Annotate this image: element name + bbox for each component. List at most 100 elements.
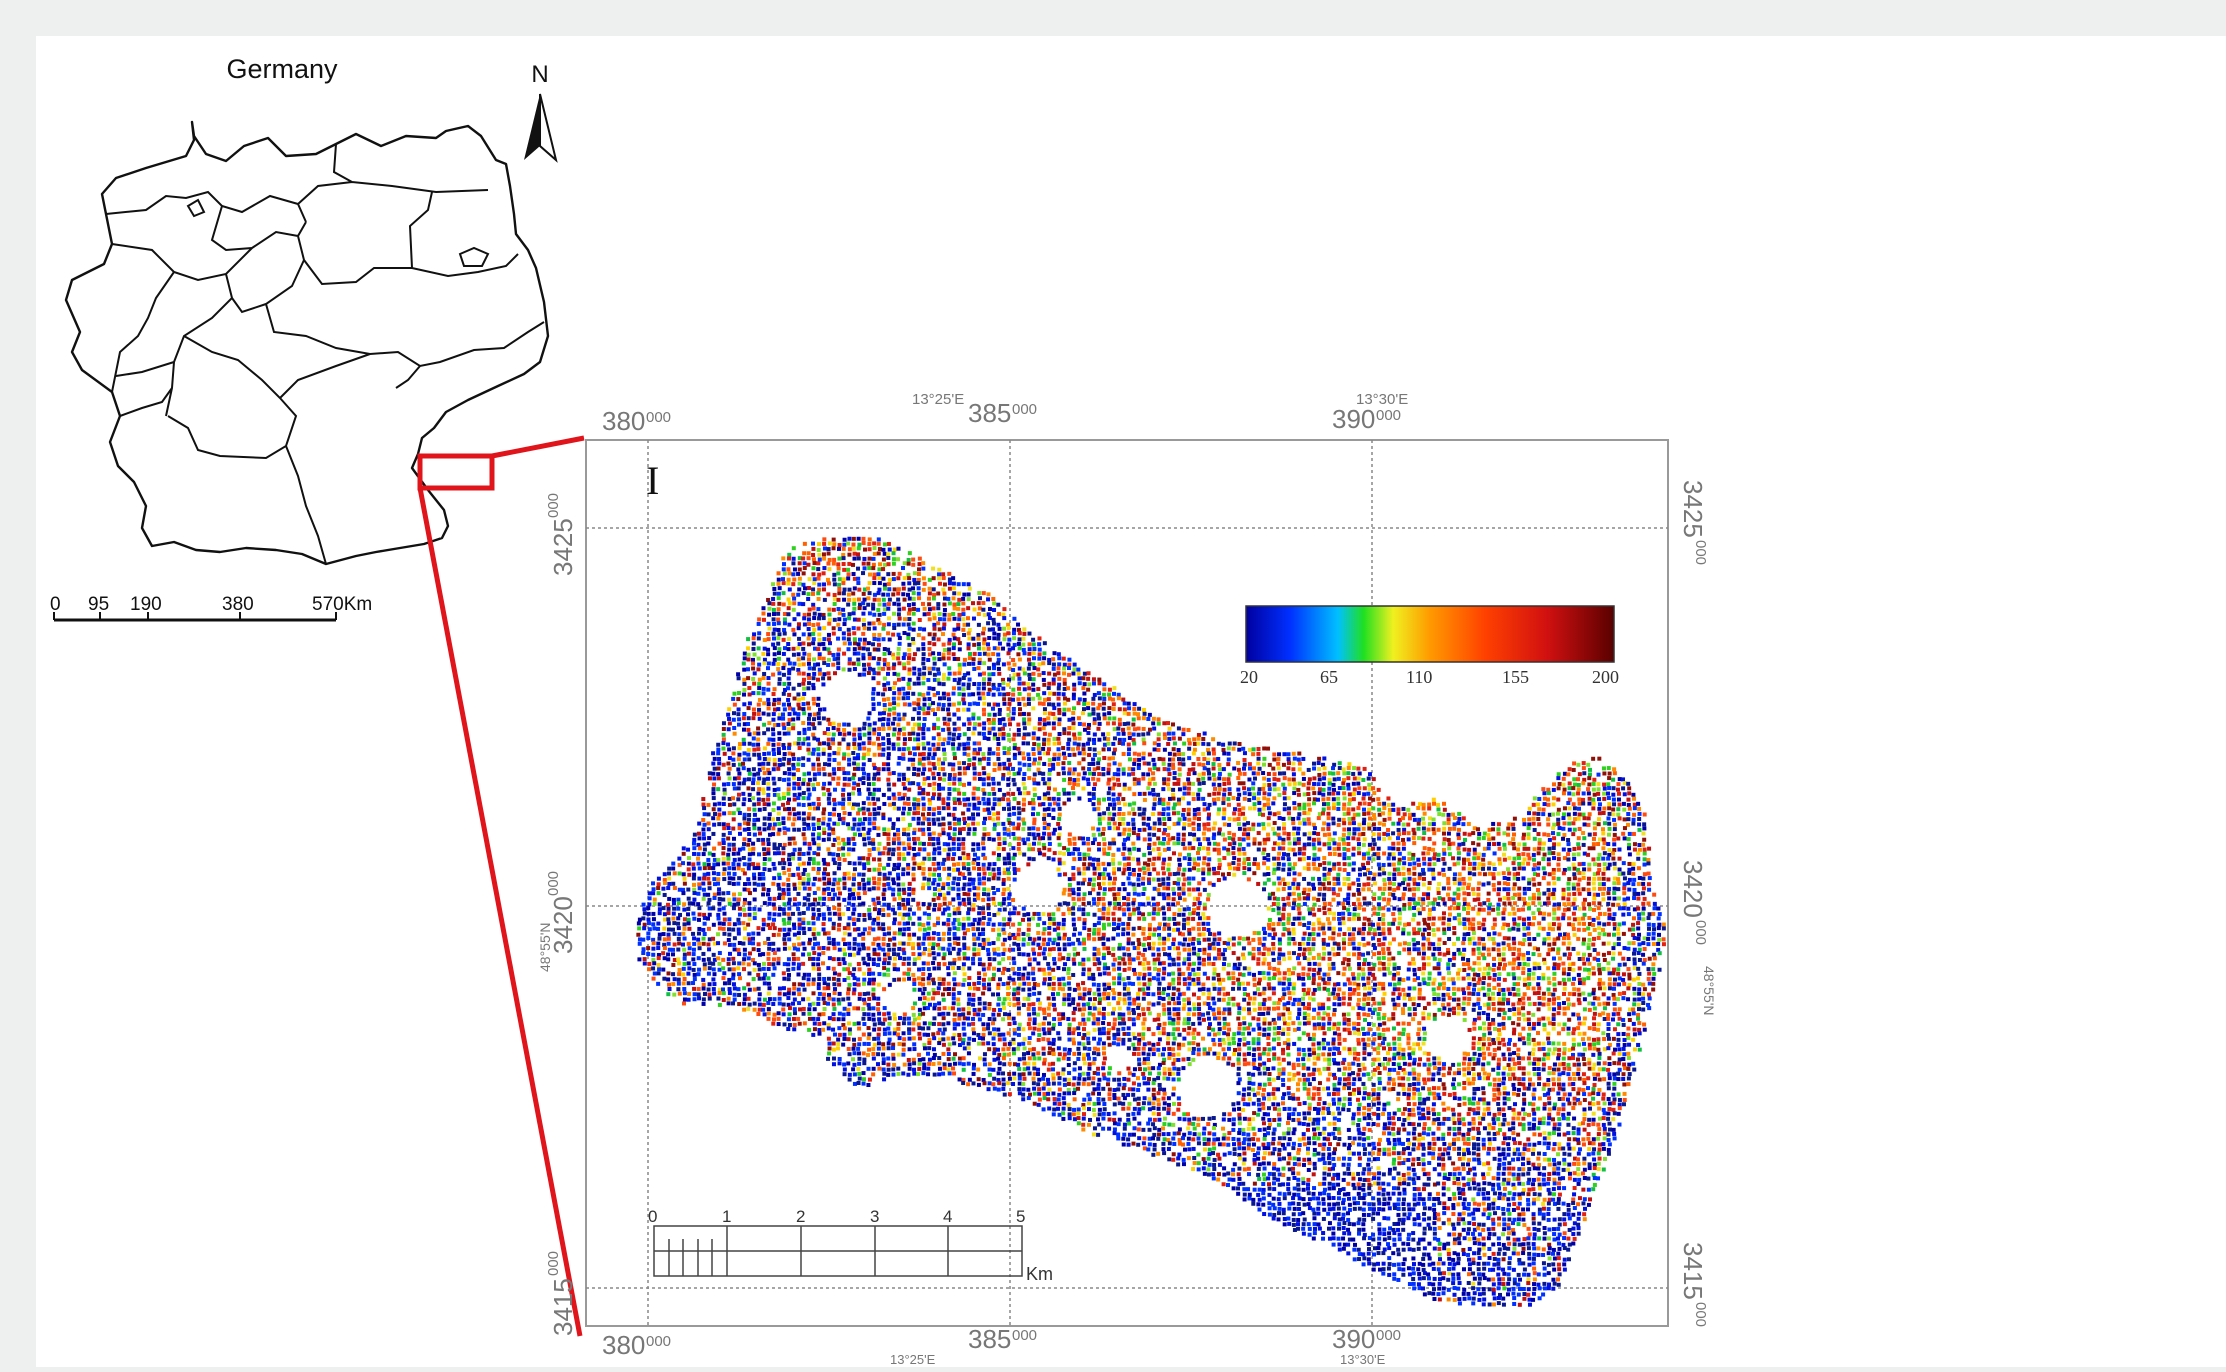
raster-pixel [947, 792, 951, 796]
raster-pixel [798, 577, 802, 581]
raster-pixel [907, 558, 911, 562]
raster-pixel [832, 632, 836, 636]
raster-pixel [1287, 836, 1291, 840]
raster-pixel [1197, 827, 1201, 831]
raster-pixel [961, 811, 965, 815]
raster-pixel [1153, 797, 1157, 801]
raster-pixel [1597, 807, 1601, 811]
raster-pixel [1292, 752, 1296, 756]
raster-pixel [766, 782, 770, 786]
raster-pixel [1142, 741, 1146, 745]
raster-pixel [1071, 717, 1075, 721]
raster-pixel [948, 773, 952, 777]
raster-pixel [1431, 848, 1435, 852]
raster-pixel [767, 842, 771, 846]
raster-pixel [777, 812, 781, 816]
raster-pixel [1112, 707, 1116, 711]
raster-pixel [862, 618, 866, 622]
raster-pixel [1607, 822, 1611, 826]
inset-scale-label: 380 [222, 594, 254, 615]
raster-pixel [1018, 851, 1022, 855]
raster-pixel [1062, 657, 1066, 661]
raster-pixel [1537, 847, 1541, 851]
raster-pixel [1086, 742, 1090, 746]
raster-pixel [952, 837, 956, 841]
raster-pixel [1261, 851, 1265, 855]
raster-pixel [727, 747, 731, 751]
raster-pixel [1252, 862, 1256, 866]
raster-pixel [698, 846, 702, 850]
raster-pixel [762, 781, 766, 785]
raster-pixel [908, 846, 912, 850]
raster-pixel [902, 777, 906, 781]
raster-pixel [981, 841, 985, 845]
raster-pixel [792, 772, 796, 776]
raster-pixel [1477, 852, 1481, 856]
raster-pixel [1078, 751, 1082, 755]
raster-pixel [732, 866, 736, 870]
raster-pixel [833, 597, 837, 601]
raster-pixel [853, 652, 857, 656]
raster-pixel [862, 726, 866, 730]
raster-pixel [1527, 822, 1531, 826]
raster-pixel [1086, 837, 1090, 841]
raster-pixel [766, 727, 770, 731]
raster-pixel [822, 657, 826, 661]
raster-pixel [828, 558, 832, 562]
raster-pixel [1062, 801, 1066, 805]
raster-pixel [917, 586, 921, 590]
raster-pixel [906, 696, 910, 700]
raster-pixel [1012, 812, 1016, 816]
raster-pixel [1122, 842, 1126, 846]
raster-pixel [958, 663, 962, 667]
raster-pixel [951, 763, 955, 767]
raster-pixel [1237, 822, 1241, 826]
raster-pixel [976, 847, 980, 851]
raster-pixel [852, 742, 856, 746]
raster-pixel [817, 847, 821, 851]
raster-pixel [882, 717, 886, 721]
raster-pixel [1173, 802, 1177, 806]
raster-pixel [1008, 821, 1012, 825]
raster-pixel [827, 676, 831, 680]
raster-pixel [932, 782, 936, 786]
raster-pixel [952, 713, 956, 717]
raster-pixel [1527, 817, 1531, 821]
raster-pixel [983, 856, 987, 860]
raster-pixel [841, 853, 845, 857]
raster-pixel [1107, 763, 1111, 767]
raster-pixel [1227, 831, 1231, 835]
raster-pixel [963, 771, 967, 775]
raster-pixel [1576, 842, 1580, 846]
raster-pixel [1457, 812, 1461, 816]
raster-pixel [761, 838, 765, 842]
raster-pixel [1093, 717, 1097, 721]
raster-pixel [908, 737, 912, 741]
raster-pixel [1068, 753, 1072, 757]
raster-pixel [773, 763, 777, 767]
raster-pixel [756, 818, 760, 822]
raster-pixel [958, 667, 962, 671]
raster-pixel [1456, 821, 1460, 825]
raster-pixel [1113, 772, 1117, 776]
raster-pixel [982, 792, 986, 796]
raster-pixel [866, 808, 870, 812]
raster-pixel [867, 828, 871, 832]
raster-pixel [1358, 802, 1362, 806]
raster-pixel [927, 597, 931, 601]
raster-pixel [1117, 783, 1121, 787]
raster-pixel [1047, 747, 1051, 751]
raster-pixel [903, 561, 907, 565]
raster-pixel [1318, 787, 1322, 791]
raster-pixel [817, 583, 821, 587]
raster-pixel [1157, 817, 1161, 821]
raster-pixel [1297, 841, 1301, 845]
raster-pixel [842, 613, 846, 617]
raster-pixel [1071, 747, 1075, 751]
raster-pixel [1328, 782, 1332, 786]
raster-pixel [1118, 741, 1122, 745]
raster-pixel [877, 842, 881, 846]
raster-pixel [973, 722, 977, 726]
raster-pixel [746, 843, 750, 847]
raster-pixel [722, 811, 726, 815]
